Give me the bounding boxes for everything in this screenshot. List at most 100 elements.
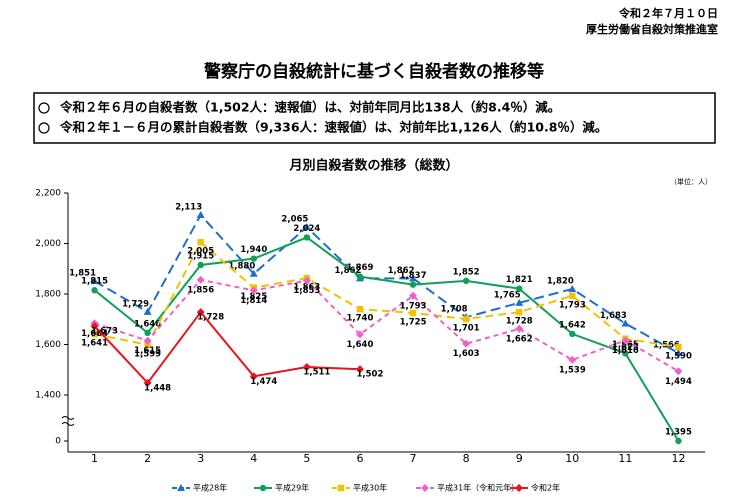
data-label: 2,024 (293, 224, 320, 234)
data-point (409, 309, 417, 317)
data-label: 1,615 (134, 346, 161, 356)
series-line (93, 310, 361, 385)
data-label: 1,708 (441, 305, 468, 315)
series-line (94, 213, 679, 354)
y-tick-label: 1,400 (35, 391, 61, 401)
data-point (197, 239, 204, 246)
legend-marker (515, 484, 523, 492)
data-label: 1,539 (559, 365, 586, 375)
data-label: 1,793 (559, 300, 586, 310)
data-label: 1,728 (506, 317, 533, 327)
legend-marker (259, 484, 267, 492)
data-label: 1,642 (559, 320, 586, 330)
data-label: 1,728 (197, 313, 224, 323)
data-label: 1,853 (293, 286, 320, 296)
data-point (516, 308, 523, 316)
data-label: 1,641 (81, 339, 108, 349)
data-label: 1,880 (228, 261, 255, 271)
data-label: 1,940 (240, 245, 267, 255)
data-label: 1,725 (400, 317, 427, 327)
data-point (196, 275, 205, 284)
x-tick-label: 6 (356, 452, 363, 465)
y-tick-label: 2,200 (35, 189, 61, 199)
x-tick-label: 8 (463, 452, 470, 465)
data-label: 1,851 (69, 269, 96, 279)
data-point (355, 365, 364, 374)
data-point (250, 255, 257, 262)
data-point (302, 276, 311, 285)
y-tick-label: 0 (55, 437, 61, 447)
y-tick-label: 2,000 (35, 239, 61, 249)
x-tick-label: 12 (671, 452, 685, 465)
data-point (197, 261, 204, 269)
data-label: 1,729 (122, 299, 149, 309)
data-point (409, 274, 418, 282)
x-tick-label: 11 (618, 452, 632, 465)
date: 令和２年７月１０日 (618, 6, 718, 20)
data-point (356, 305, 364, 313)
bullet (38, 102, 50, 114)
data-point (568, 284, 577, 292)
data-point (621, 319, 630, 327)
data-label: 1,701 (453, 323, 480, 333)
data-point (144, 341, 151, 348)
data-label: 1,869 (347, 263, 374, 273)
x-tick-label: 3 (197, 452, 204, 465)
data-label: 1,646 (134, 319, 161, 329)
legend-marker (337, 484, 345, 492)
data-label: 1,395 (665, 428, 692, 438)
data-label: 1,511 (303, 367, 330, 377)
data-label: 1,837 (400, 271, 427, 281)
y-tick-label: 1,600 (35, 340, 61, 350)
legend-marker (177, 484, 185, 491)
data-point (515, 298, 524, 306)
unit-note: （単位：人） (670, 177, 712, 186)
data-label: 1,793 (400, 301, 427, 311)
data-label: 1,852 (453, 267, 480, 277)
data-point (674, 349, 683, 357)
y-tick-label: 1,800 (35, 290, 61, 300)
data-label: 1,862 (335, 266, 362, 276)
data-point (462, 277, 470, 285)
x-tick-label: 9 (516, 452, 523, 465)
data-label: 1,740 (347, 314, 374, 324)
legend-label: 令和2年 (531, 483, 560, 493)
data-label: 1,862 (388, 266, 415, 276)
x-tick-label: 7 (410, 452, 417, 465)
data-label: 1,814 (240, 296, 267, 306)
data-label: 1,603 (453, 349, 480, 359)
data-point (516, 285, 523, 292)
data-label: 1,856 (187, 285, 214, 295)
data-label: 1,565 (612, 340, 639, 350)
data-label: 1,825 (240, 292, 267, 302)
data-label: 1,474 (250, 377, 277, 387)
data-label: 1,683 (600, 311, 627, 321)
data-point (674, 367, 683, 376)
data-point (196, 210, 205, 218)
data-label: 1,502 (357, 370, 384, 380)
series-line (93, 236, 680, 442)
data-point (303, 234, 311, 241)
data-point (90, 322, 99, 331)
data-point (675, 437, 682, 445)
summary-box (33, 92, 716, 144)
data-point (249, 372, 258, 381)
doc-title: 警察庁の自殺統計に基づく自殺者数の推移等 (203, 61, 544, 82)
data-label: 1,494 (665, 377, 692, 387)
x-tick-label: 10 (565, 452, 579, 465)
chart-title: 月別自殺者数の推移（総数） (288, 158, 458, 174)
x-tick-label: 2 (144, 452, 151, 465)
data-label: 1,623 (612, 343, 639, 353)
data-label: 1,662 (506, 334, 533, 344)
data-point (143, 336, 152, 345)
legend-label: 平成31年（令和元年） (437, 483, 519, 493)
data-label: 1,448 (144, 383, 171, 393)
data-label: 1,765 (494, 290, 521, 300)
axis-break (61, 416, 75, 426)
data-label: 1,815 (81, 277, 108, 287)
data-point (249, 286, 258, 295)
data-point (568, 355, 577, 364)
legend-label: 平成29年 (275, 483, 309, 493)
data-point (355, 330, 364, 339)
